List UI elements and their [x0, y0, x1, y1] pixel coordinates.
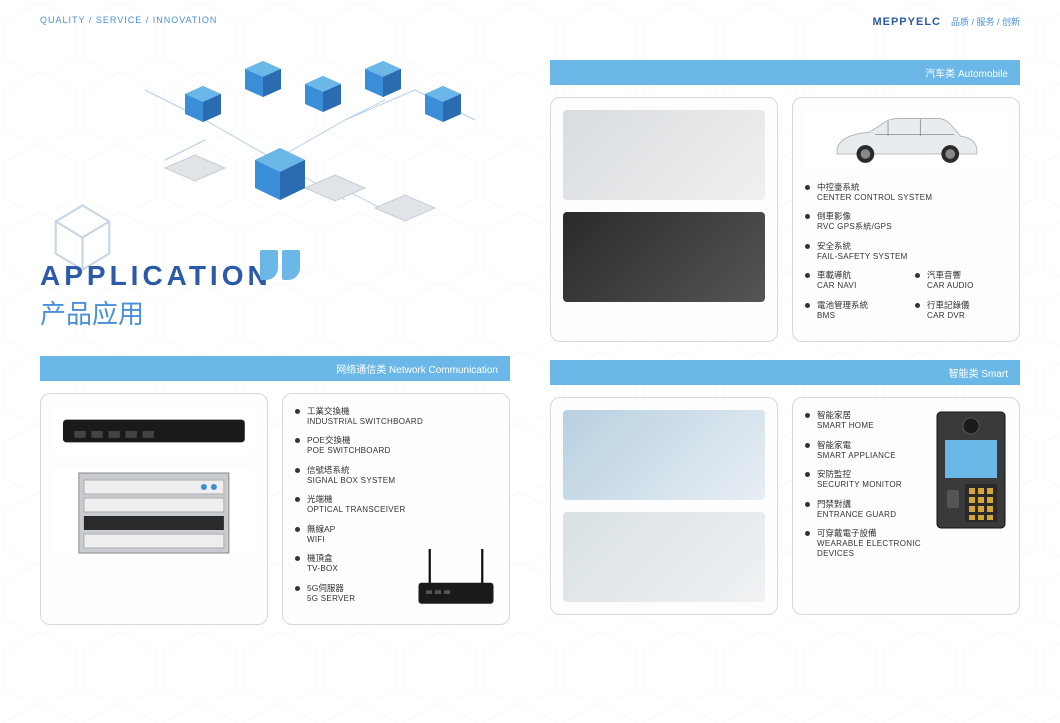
car-exterior-image [805, 110, 1007, 170]
smart-home-image-2 [563, 512, 765, 602]
smart-images-card [550, 397, 778, 615]
page-title: APPLICATION 产品应用 [40, 260, 510, 331]
router-image [411, 544, 501, 614]
car-interior-image-2 [563, 212, 765, 302]
smart-info-card: 智能家居SMART HOME 智能家電SMART APPLIANCE 安防監控S… [792, 397, 1020, 615]
title-cn: 产品应用 [40, 294, 510, 331]
automobile-images-card [550, 97, 778, 342]
section-header-network: 网络通信类 Network Communication [40, 356, 510, 381]
section-header-smart: 智能类 Smart [550, 360, 1020, 385]
smart-bullet-list: 智能家居SMART HOME 智能家電SMART APPLIANCE 安防監控S… [805, 410, 926, 560]
server-image [53, 468, 255, 558]
automobile-bullet-list: 中控臺系統CENTER CONTROL SYSTEM 倒車影像RVC GPS系統… [805, 182, 1007, 262]
car-interior-image-1 [563, 110, 765, 200]
keypad-image [935, 410, 1007, 530]
network-images-card [40, 393, 268, 625]
automobile-info-card: 中控臺系統CENTER CONTROL SYSTEM 倒車影像RVC GPS系統… [792, 97, 1020, 342]
section-header-automobile: 汽车类 Automobile [550, 60, 1020, 85]
smart-home-image-1 [563, 410, 765, 500]
quote-marks-icon [260, 250, 300, 280]
network-list-card: 工業交換機INDUSTRIAL SWITCHBOARD POE交換機POE SW… [282, 393, 510, 625]
switch-image [53, 406, 255, 456]
isometric-cubes-illustration [40, 40, 510, 240]
